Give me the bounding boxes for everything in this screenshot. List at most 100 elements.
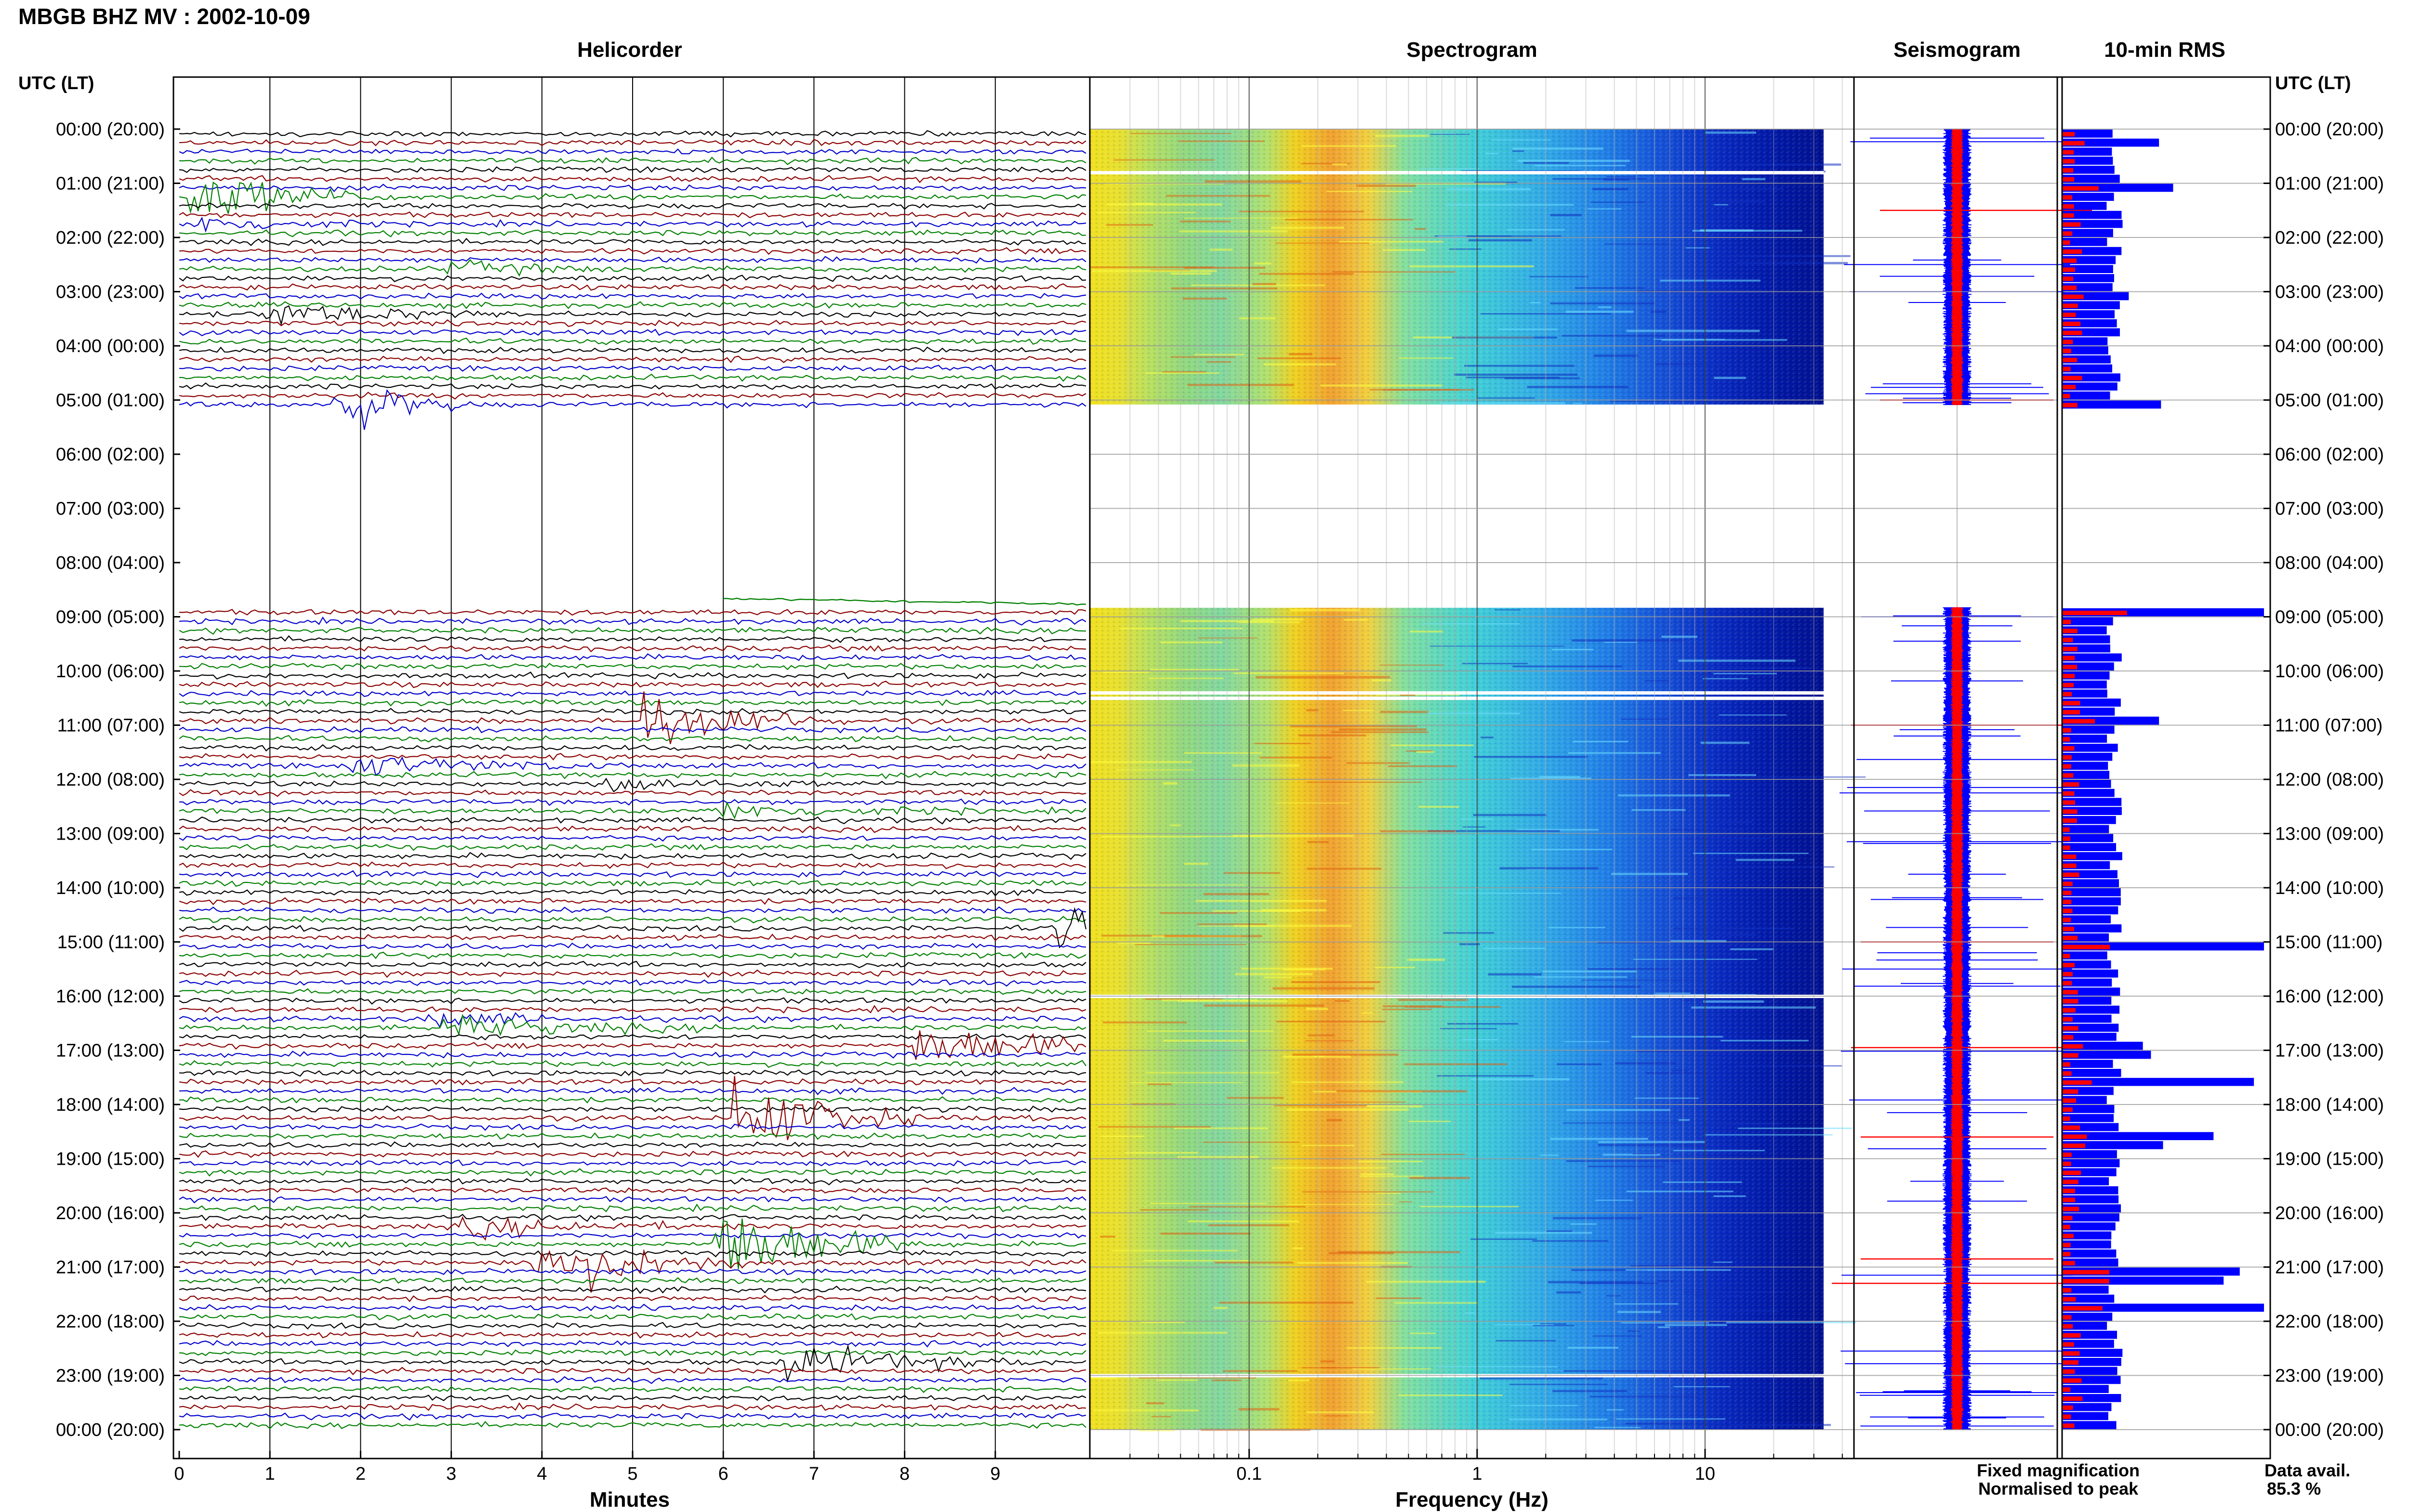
- spectrogram-streak: [1297, 1262, 1408, 1264]
- spectrogram-streak: [1290, 609, 1361, 611]
- spectrogram-streak: [1302, 1191, 1434, 1193]
- left-hour-label: 18:00 (14:00): [56, 1095, 165, 1115]
- spectrogram-streak: [1252, 283, 1276, 285]
- rms-bar-fixed: [2062, 1213, 2119, 1222]
- rms-bar-normalised: [2062, 1207, 2079, 1211]
- left-hour-label: 06:00 (02:00): [56, 445, 165, 465]
- rms-bar-normalised: [2062, 908, 2073, 913]
- helicorder-trace: [179, 1069, 1086, 1077]
- helicorder-trace: [179, 1218, 1086, 1269]
- spectrogram-streak: [1306, 709, 1319, 711]
- spectrogram-streak: [1358, 1160, 1423, 1162]
- spectrogram-streak: [1337, 1251, 1460, 1253]
- rms-bar-normalised: [2062, 141, 2085, 145]
- rms-bar-normalised: [2062, 1351, 2080, 1356]
- spectrogram-streak: [1506, 229, 1565, 231]
- rms-bar-fixed: [2062, 364, 2113, 373]
- helicorder-xlabel: Minutes: [590, 1488, 670, 1512]
- left-hour-label: 22:00 (18:00): [56, 1312, 165, 1332]
- rms-bar-fixed: [2062, 1403, 2112, 1411]
- legend-fixed-magnification: Fixed magnification: [1977, 1460, 2140, 1480]
- rms-bar-fixed: [2062, 825, 2109, 833]
- right-hour-label: 23:00 (19:00): [2275, 1366, 2384, 1386]
- rms-bar-normalised: [2062, 918, 2071, 922]
- spectrogram-streak: [1102, 1021, 1187, 1024]
- spectrogram-streak: [1673, 897, 1704, 900]
- spectrogram-streak: [1179, 220, 1231, 223]
- rms-bar-fixed: [2062, 978, 2112, 987]
- rms-bar-fixed: [2062, 653, 2122, 662]
- rms-bar-normalised: [2062, 1378, 2082, 1383]
- spectrogram-streak: [1581, 979, 1702, 981]
- helicorder-trace: [179, 157, 1086, 165]
- spectrogram-streak: [1688, 774, 1757, 776]
- spectrogram-streak: [1655, 992, 1691, 994]
- spectrogram-streak: [1683, 1291, 1785, 1293]
- helicorder-trace: [179, 1196, 1086, 1204]
- rms-bar-normalised: [2062, 1324, 2073, 1329]
- spectrogram-streak: [1223, 1370, 1298, 1372]
- spectrogram-streak: [1686, 838, 1770, 840]
- spectrogram-streak: [1713, 1195, 1746, 1197]
- spectrogram-streak: [1593, 1335, 1642, 1337]
- spectrogram-streak: [1589, 1395, 1696, 1398]
- spectrogram-streak: [1113, 159, 1215, 161]
- rms-bar-normalised: [2062, 385, 2076, 390]
- rms-bar-normalised: [2062, 891, 2072, 895]
- rms-bar-normalised: [2062, 340, 2073, 344]
- rms-bar-fixed: [2062, 852, 2122, 860]
- spectrogram-streak: [1565, 310, 1634, 313]
- helicorder-trace: [179, 237, 1086, 246]
- helicorder-x-tick-label: 3: [446, 1464, 456, 1484]
- spectrogram-streak: [1625, 1422, 1723, 1425]
- spectrogram-streak: [1556, 1291, 1581, 1294]
- spectrogram-streak: [1539, 776, 1580, 778]
- helicorder-trace: [179, 216, 1086, 233]
- helicorder-trace: [179, 1005, 1086, 1014]
- spectrogram-streak: [1573, 403, 1583, 404]
- rms-bar-normalised: [2062, 1396, 2083, 1401]
- spectrogram-streak: [1382, 1009, 1432, 1011]
- spectrogram-streak: [1326, 1119, 1342, 1121]
- spectrogram-streak: [1102, 671, 1149, 673]
- spectrogram-streak: [1606, 1409, 1624, 1411]
- spectrogram-streak: [1594, 1427, 1641, 1428]
- rms-bar-normalised: [2062, 330, 2082, 335]
- spectrogram-streak: [1326, 191, 1413, 193]
- helicorder-trace: [179, 1349, 1086, 1356]
- rms-bar-normalised: [2062, 285, 2077, 290]
- spectrogram-streak: [1287, 1108, 1409, 1111]
- right-hour-label: 05:00 (01:00): [2275, 391, 2384, 411]
- spectrogram-streak: [1308, 1034, 1335, 1037]
- rms-bar-normalised: [2062, 746, 2075, 751]
- spectrogram-streak: [1399, 1201, 1412, 1203]
- rms-bar-fixed: [2062, 400, 2161, 409]
- spectrogram-streak: [1495, 1232, 1592, 1234]
- spectrogram-streak: [1516, 828, 1599, 831]
- spectrogram-streak: [1292, 1053, 1399, 1056]
- rms-bar-fixed: [2062, 147, 2112, 156]
- spectrogram-streak: [1332, 163, 1347, 166]
- spectrogram-streak: [1337, 1090, 1468, 1092]
- rms-bar-normalised: [2062, 773, 2074, 778]
- rms-bar-normalised: [2062, 610, 2127, 615]
- spectrogram-streak: [1382, 249, 1426, 251]
- helicorder-x-ticks: 0 1 2 3 4 5 6 7 8 9: [174, 1451, 1000, 1484]
- left-hour-label: 04:00 (00:00): [56, 336, 165, 356]
- right-hour-labels: 00:00 (20:00) 01:00 (21:00) 02:00 (22:00) 0…: [2275, 119, 2384, 1440]
- spectrogram-streak: [1333, 271, 1456, 273]
- spectrogram-streak: [1180, 620, 1274, 622]
- spectrogram-streak: [1552, 648, 1594, 651]
- rms-bar-fixed: [2062, 942, 2264, 951]
- spectrogram-streak: [1610, 401, 1729, 402]
- helicorder-trace: [179, 753, 1086, 761]
- rms-bar-normalised: [2062, 1243, 2071, 1248]
- rms-bar-fixed: [2062, 752, 2113, 761]
- spectrogram-x-tick-label: 10: [1695, 1464, 1715, 1484]
- spectrogram-streak: [1223, 872, 1281, 874]
- spectrogram-streak: [1212, 910, 1301, 912]
- spectrogram-streak: [1510, 1405, 1578, 1407]
- helicorder-x-tick-label: 5: [627, 1464, 637, 1484]
- spectrogram-streak: [1446, 188, 1531, 191]
- rms-bar-normalised: [2062, 367, 2071, 371]
